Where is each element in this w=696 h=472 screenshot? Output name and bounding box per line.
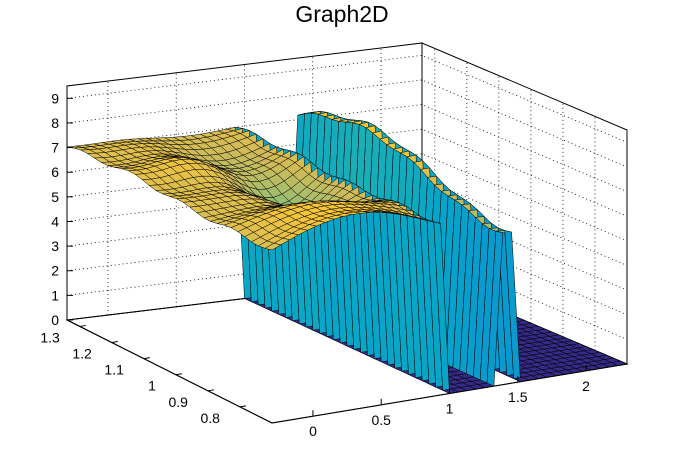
x-tick-label: 1 <box>446 401 454 417</box>
y-tick-mark <box>175 373 182 376</box>
z-tick-label: 3 <box>51 238 59 254</box>
x-tick-label: 0 <box>309 423 317 439</box>
z-tick-label: 0 <box>51 312 59 328</box>
y-tick-label: 1.2 <box>72 346 92 362</box>
z-tick-label: 4 <box>51 213 59 229</box>
z-tick-label: 7 <box>51 140 59 156</box>
y-tick-label: 0.9 <box>168 394 188 410</box>
z-tick-label: 9 <box>51 90 59 106</box>
z-tick-label: 2 <box>51 263 59 279</box>
x-tick-label: 0.5 <box>371 412 391 428</box>
y-tick-mark <box>239 405 247 408</box>
x-tick-label: 1.5 <box>508 389 528 405</box>
y-tick-label: 1.1 <box>104 362 124 378</box>
z-tick-label: 5 <box>51 189 59 205</box>
y-tick-label: 1 <box>148 378 156 394</box>
y-tick-mark <box>143 357 150 360</box>
y-tick-mark <box>79 324 86 327</box>
y-axis <box>66 319 273 424</box>
y-tick-mark <box>111 341 118 344</box>
z-tick-label: 8 <box>51 115 59 131</box>
z-tick-label: 1 <box>51 287 59 303</box>
z-tick-label: 6 <box>51 164 59 180</box>
chart-title: Graph2D <box>295 1 388 27</box>
x-tick-label: 2 <box>582 378 590 394</box>
surface-layer <box>66 111 628 394</box>
y-tick-mark <box>207 389 215 392</box>
axis-layer <box>66 86 628 424</box>
y-tick-label: 1.3 <box>40 329 60 345</box>
y-tick-label: 0.8 <box>201 410 221 426</box>
